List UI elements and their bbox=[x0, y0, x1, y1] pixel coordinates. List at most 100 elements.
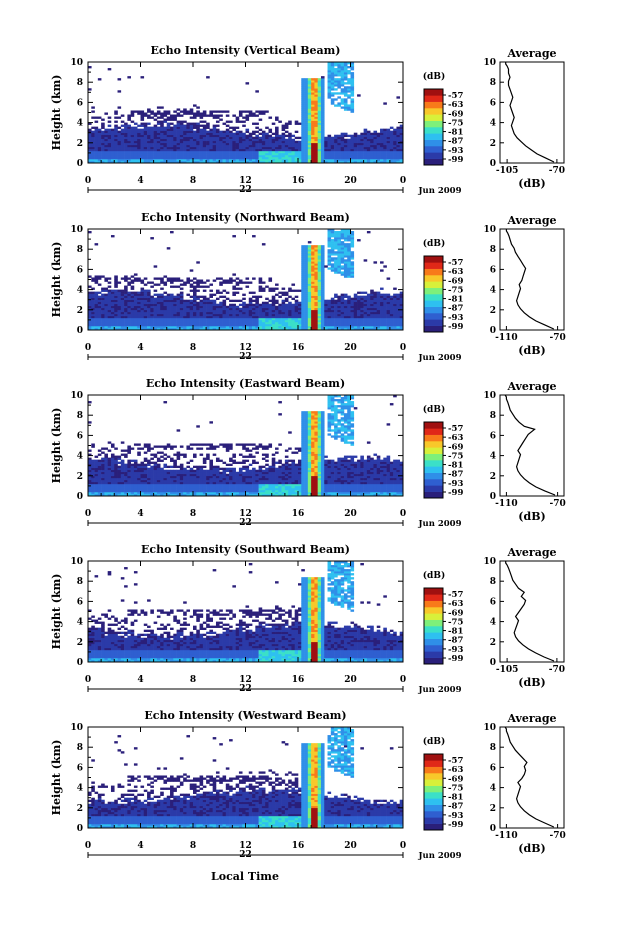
heatmap-cell bbox=[235, 158, 240, 162]
heatmap-cell bbox=[238, 152, 243, 156]
heatmap-cell bbox=[215, 148, 220, 152]
heatmap-cell bbox=[137, 483, 141, 487]
heatmap-cell bbox=[340, 62, 345, 65]
heatmap-cell bbox=[147, 467, 151, 471]
heatmap-cell bbox=[225, 144, 230, 148]
heatmap-cell bbox=[222, 325, 227, 329]
heatmap-cell bbox=[252, 295, 256, 298]
heatmap-cell bbox=[212, 114, 217, 117]
heatmap-cell bbox=[176, 325, 181, 329]
heatmap-cell bbox=[258, 142, 263, 146]
heatmap-cell bbox=[373, 148, 378, 152]
heatmap-cell bbox=[130, 148, 135, 152]
heatmap-cell bbox=[330, 142, 335, 146]
heatmap-cell bbox=[294, 301, 299, 305]
heatmap-cell bbox=[288, 152, 292, 156]
heatmap-cell bbox=[127, 489, 131, 493]
heatmap-cell bbox=[91, 489, 95, 493]
heatmap-cell bbox=[110, 142, 115, 146]
heatmap-cell bbox=[340, 299, 345, 303]
heatmap-cell bbox=[117, 471, 122, 475]
heatmap-cell bbox=[179, 287, 184, 290]
heatmap-cell bbox=[176, 307, 181, 311]
heatmap-cell bbox=[130, 285, 135, 288]
heatmap-cell bbox=[199, 152, 204, 156]
heatmap-cell bbox=[353, 303, 358, 307]
heatmap-cell bbox=[255, 152, 259, 156]
heatmap-cell bbox=[229, 327, 233, 331]
profile-y-tick-label: 2 bbox=[490, 306, 496, 316]
heatmap-cell bbox=[235, 126, 240, 129]
heatmap-cell bbox=[176, 150, 181, 154]
heatmap-cell bbox=[133, 483, 138, 487]
heatmap-cell bbox=[307, 90, 312, 93]
heatmap-cell bbox=[120, 146, 125, 150]
heatmap-cell bbox=[189, 124, 194, 127]
colorbar-tick-label: -99 bbox=[448, 322, 463, 332]
heatmap-cell bbox=[327, 68, 332, 71]
heatmap-cell bbox=[186, 293, 191, 296]
heatmap-cell bbox=[311, 158, 315, 162]
heatmap-cell bbox=[215, 323, 220, 327]
heatmap-cell bbox=[347, 247, 351, 250]
heatmap-cell bbox=[107, 116, 112, 119]
profile-title: Average bbox=[506, 47, 556, 60]
heatmap-cell bbox=[284, 317, 289, 321]
heatmap-cell bbox=[242, 142, 246, 146]
heatmap-cell bbox=[110, 445, 115, 448]
heatmap-cell bbox=[124, 297, 128, 300]
heatmap-cell bbox=[298, 315, 302, 319]
heatmap-cell bbox=[347, 62, 351, 65]
heatmap-cell bbox=[330, 315, 335, 319]
heatmap-cell bbox=[330, 247, 335, 250]
heatmap-cell bbox=[107, 148, 112, 152]
heatmap-cell bbox=[380, 287, 384, 290]
heatmap-cell bbox=[219, 136, 223, 140]
colorbar-swatch bbox=[424, 262, 443, 269]
heatmap-cell bbox=[137, 493, 141, 497]
heatmap-cell bbox=[294, 313, 299, 317]
heatmap-cell bbox=[127, 493, 131, 497]
heatmap-cell bbox=[301, 259, 305, 262]
heatmap-cell bbox=[307, 261, 312, 264]
heatmap-cell bbox=[353, 140, 358, 144]
heatmap-cell bbox=[137, 323, 141, 327]
heatmap-cell bbox=[337, 231, 341, 234]
heatmap-cell bbox=[245, 118, 250, 121]
heatmap-cell bbox=[130, 114, 135, 117]
heatmap-cell bbox=[160, 124, 164, 127]
heatmap-cell bbox=[176, 148, 181, 152]
heatmap-cell bbox=[91, 467, 95, 471]
heatmap-cell bbox=[376, 132, 381, 136]
heatmap-cell bbox=[219, 132, 223, 136]
heatmap-cell bbox=[324, 150, 328, 154]
heatmap-cell bbox=[153, 154, 158, 158]
heatmap-cell bbox=[150, 150, 154, 154]
heatmap-cell bbox=[137, 112, 141, 115]
heatmap-cell bbox=[307, 104, 312, 107]
heatmap-cell bbox=[150, 237, 154, 240]
heatmap-cell bbox=[229, 281, 233, 284]
heatmap-cell bbox=[209, 130, 213, 133]
heatmap-cell bbox=[110, 327, 115, 331]
heatmap-cell bbox=[219, 152, 223, 156]
heatmap-cell bbox=[340, 90, 345, 93]
heatmap-cell bbox=[215, 315, 220, 319]
heatmap-cell bbox=[242, 156, 246, 160]
heatmap-cell bbox=[311, 114, 315, 117]
heatmap-cell bbox=[147, 110, 151, 113]
heatmap-cell bbox=[337, 156, 341, 160]
heatmap-cell bbox=[337, 237, 341, 240]
heatmap-cell bbox=[163, 150, 168, 154]
heatmap-cell bbox=[140, 319, 145, 323]
heatmap-cell bbox=[130, 128, 135, 131]
heatmap-cell bbox=[229, 156, 233, 160]
heatmap-cell bbox=[153, 477, 158, 481]
heatmap-cell bbox=[284, 325, 289, 329]
heatmap-cell bbox=[357, 150, 361, 154]
heatmap-cell bbox=[176, 327, 181, 331]
heatmap-cell bbox=[353, 313, 358, 317]
heatmap-cell bbox=[242, 138, 246, 142]
heatmap-cell bbox=[104, 475, 108, 479]
heatmap-cell bbox=[399, 146, 404, 150]
